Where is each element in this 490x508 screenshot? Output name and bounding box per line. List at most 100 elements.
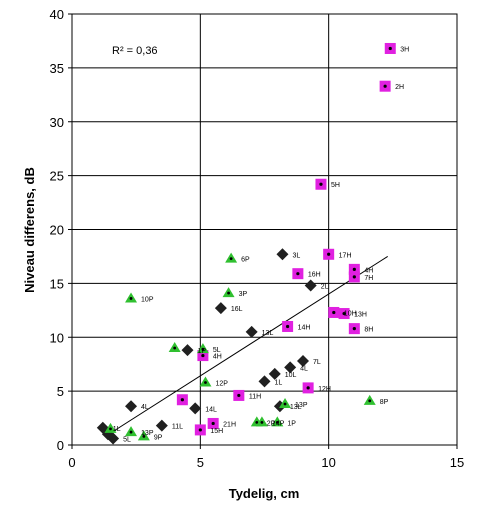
point-label: 13P: [141, 430, 154, 437]
point-label: 4L: [141, 404, 149, 411]
data-point-dot: [229, 257, 233, 260]
data-point-dot: [211, 421, 215, 426]
data-point-dot: [180, 398, 184, 402]
y-tick-label: 35: [50, 61, 64, 76]
data-point-dot: [342, 311, 346, 316]
point-label: 13L: [262, 330, 274, 337]
y-tick-label: 25: [50, 169, 64, 184]
data-point-diamond: [276, 248, 289, 261]
x-axis-title: Tydelig, cm: [229, 486, 300, 501]
y-tick-label: 20: [50, 223, 64, 238]
point-label: 7L: [313, 359, 321, 366]
x-tick-label: 5: [197, 455, 204, 470]
point-label: 1L: [113, 426, 121, 433]
data-point-diamond: [284, 361, 297, 374]
data-point-dot: [198, 428, 202, 432]
data-point-dot: [283, 402, 287, 406]
point-label: 10H: [344, 310, 357, 317]
point-label: 2L: [321, 284, 329, 291]
point-label: 17H: [339, 252, 352, 259]
data-point-diamond: [125, 400, 138, 413]
point-label: 14H: [298, 324, 311, 331]
tick-labels: 0 5 10 15 20 25 30 35 40 0 5 10 15: [50, 7, 465, 470]
point-label: 5L: [123, 437, 131, 444]
point-label: 3P: [239, 291, 248, 298]
data-point-dot: [352, 267, 356, 271]
point-label: 6P: [241, 257, 250, 264]
point-label: 1P: [198, 348, 207, 355]
data-point-dot: [260, 420, 264, 424]
point-label: 16H: [308, 272, 321, 279]
point-label: 14L: [205, 406, 217, 413]
point-label: 13P: [295, 402, 308, 409]
data-point-dot: [109, 427, 112, 431]
data-point-dot: [275, 420, 279, 424]
point-label: 2H: [395, 84, 404, 91]
data-point-dot: [319, 182, 323, 186]
y-tick-label: 0: [57, 438, 64, 453]
data-point-dot: [129, 297, 133, 300]
point-label: 11H: [249, 393, 261, 400]
data-point-dot: [286, 324, 290, 329]
data-point-diamond: [268, 367, 281, 380]
data-point-diamond: [214, 302, 227, 315]
data-point-dot: [306, 386, 310, 390]
point-label: 5L: [213, 347, 221, 354]
data-point-dot: [383, 84, 387, 88]
data-point-diamond: [107, 432, 120, 445]
data-point-diamond: [297, 354, 309, 367]
data-point-dot: [129, 430, 133, 434]
y-tick-label: 10: [50, 330, 64, 345]
x-tick-label: 15: [450, 455, 464, 470]
point-label: 5H: [331, 182, 340, 189]
point-label: 12P: [215, 381, 228, 388]
data-point-diamond: [245, 325, 258, 338]
data-point-dot: [388, 46, 392, 51]
r-squared-annotation: R² = 0,36: [112, 45, 158, 57]
data-point-dot: [352, 275, 356, 279]
point-label: 10L: [285, 372, 297, 379]
point-label: 15H: [210, 428, 223, 435]
data-point-dot: [142, 434, 146, 438]
data-point-dot: [201, 347, 205, 351]
y-tick-label: 40: [50, 7, 64, 22]
point-label: 8P: [380, 399, 389, 406]
data-point-diamond: [258, 375, 271, 388]
data-point-diamond: [181, 344, 194, 357]
data-point-diamond: [155, 419, 168, 432]
y-tick-label: 15: [50, 276, 64, 291]
point-label: 4H: [213, 354, 222, 361]
point-label: 8H: [364, 327, 373, 334]
point-label: 10P: [141, 296, 154, 303]
data-point-dot: [201, 353, 205, 358]
point-label: 4L: [300, 365, 308, 372]
data-point-dot: [332, 310, 336, 315]
point-label: 11L: [172, 424, 183, 431]
point-label: 13H: [354, 312, 367, 319]
point-label: 7H: [364, 275, 373, 282]
gridlines: [72, 14, 457, 445]
y-tick-label: 30: [50, 115, 64, 130]
point-label: 13L: [290, 404, 302, 411]
data-point-dot: [368, 399, 372, 403]
y-tick-label: 5: [57, 384, 64, 399]
data-point-dot: [327, 252, 331, 256]
data-point-dot: [352, 327, 356, 331]
point-label: 21H: [223, 421, 236, 428]
data-point-diamond: [304, 279, 317, 292]
point-label: 16L: [231, 306, 243, 313]
point-label: 2P: [267, 420, 276, 427]
data-point-dot: [296, 272, 300, 276]
point-label: 3L: [292, 252, 300, 259]
point-label: 3H: [400, 46, 409, 53]
point-label: 14P: [272, 420, 285, 427]
data-point-dot: [255, 420, 259, 424]
data-point-diamond: [189, 402, 202, 415]
data-point-dot: [173, 346, 177, 350]
data-point-dot: [237, 393, 241, 398]
trendline: [105, 256, 388, 437]
point-label: 1P: [287, 420, 296, 427]
data-point-dot: [204, 381, 207, 384]
